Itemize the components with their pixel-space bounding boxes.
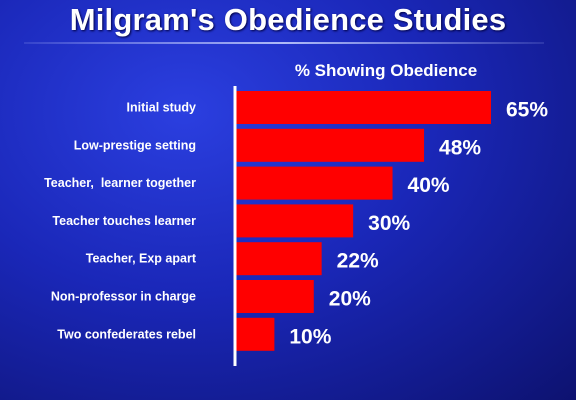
- value-label-3: 40%: [408, 174, 450, 197]
- chart-title: % Showing Obedience: [294, 61, 478, 80]
- value-label-2: 48%: [439, 136, 481, 159]
- category-label-5: Teacher, Exp apart: [86, 252, 197, 266]
- category-label-4: Teacher touches learner: [52, 214, 196, 228]
- category-label-1: Initial study: [127, 101, 197, 115]
- category-label-6: Non-professor in charge: [51, 290, 196, 304]
- value-label-1: 65%: [506, 99, 548, 122]
- bar-4: [235, 204, 354, 238]
- bar-6: [235, 280, 314, 313]
- value-label-4: 30%: [368, 212, 410, 235]
- bar-3: [235, 166, 393, 200]
- title-divider: [24, 42, 544, 44]
- bar-2: [235, 128, 425, 162]
- bar-1: [235, 91, 491, 124]
- category-label-7: Two confederates rebel: [57, 327, 196, 341]
- value-label-7: 10%: [289, 325, 331, 348]
- slide-title: Milgram's Obedience Studies: [69, 2, 507, 37]
- bar-5: [235, 242, 322, 276]
- value-label-5: 22%: [337, 250, 379, 273]
- category-label-2: Low-prestige setting: [74, 138, 196, 152]
- category-label-3: Teacher, learner together: [44, 176, 196, 190]
- value-label-6: 20%: [329, 288, 371, 311]
- bar-7: [235, 317, 275, 351]
